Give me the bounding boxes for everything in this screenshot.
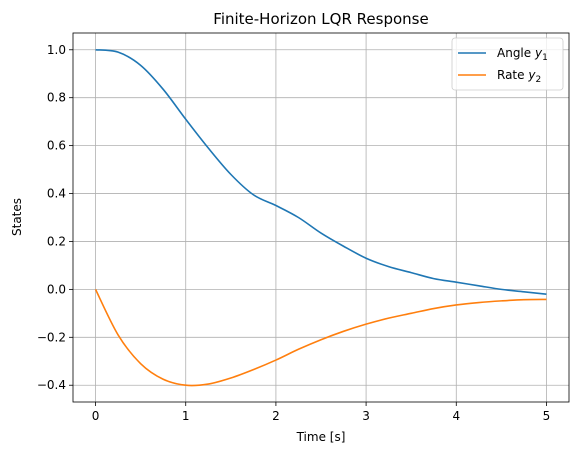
- series-layer: [94, 48, 547, 387]
- x-tick-label: 2: [272, 409, 280, 423]
- x-tick-label: 1: [182, 409, 190, 423]
- chart-title: Finite-Horizon LQR Response: [213, 10, 428, 28]
- plot-frame: [72, 32, 570, 403]
- legend-box: [451, 37, 564, 91]
- y-tick-label: 1.0: [47, 43, 66, 57]
- y-tick-label: 0.4: [47, 187, 66, 201]
- legend-label-1: Angle y1: [497, 46, 548, 63]
- legend: Angle y1 Rate y2: [451, 37, 564, 91]
- x-tick-label: 3: [362, 409, 370, 423]
- y-tick-label: 0.0: [47, 282, 66, 296]
- y-tick-label: −0.4: [37, 378, 66, 392]
- series-line-1: [95, 48, 547, 295]
- legend-label-2: Rate y2: [497, 68, 541, 85]
- grid: [73, 33, 569, 402]
- x-tick-label: 5: [543, 409, 551, 423]
- axis-ticks: 0 1 2 3 4 5 −0.4 −0.2 0.0 0.2 0.4 0.6 0.8 1.0: [37, 43, 550, 423]
- series-line-2: [94, 289, 547, 387]
- y-tick-label: 0.8: [47, 91, 66, 105]
- y-tick-label: 0.6: [47, 139, 66, 153]
- y-tick-label: 0.2: [47, 234, 66, 248]
- x-axis-label: Time [s]: [296, 430, 346, 444]
- x-tick-label: 0: [92, 409, 100, 423]
- x-tick-label: 4: [452, 409, 460, 423]
- y-axis-label: States: [10, 198, 24, 236]
- y-tick-label: −0.2: [37, 330, 66, 344]
